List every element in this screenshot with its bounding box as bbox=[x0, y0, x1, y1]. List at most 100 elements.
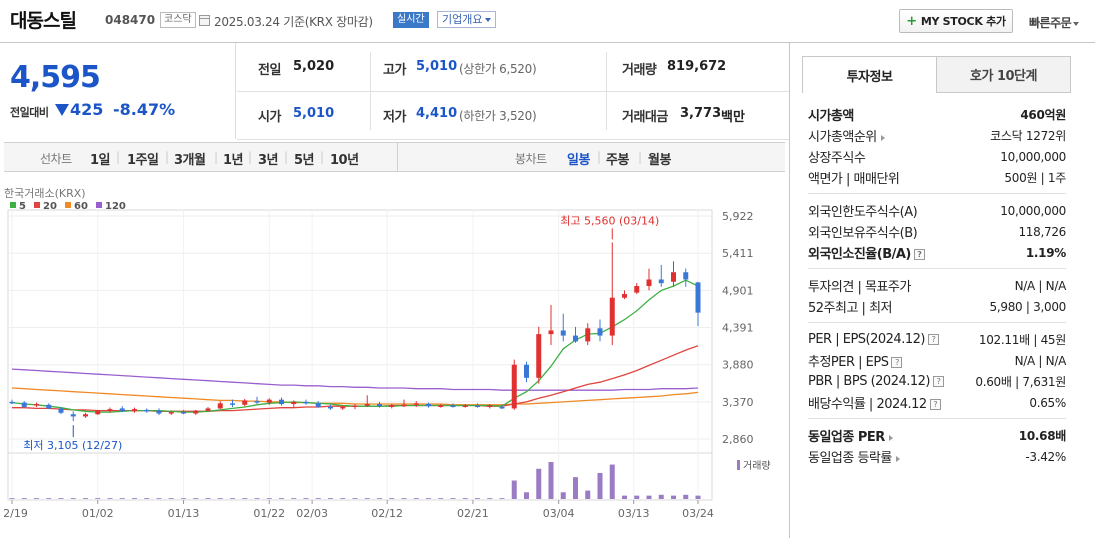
info-row[interactable]: PER | EPS(2024.12)? 102.11배 | 45원 bbox=[808, 329, 1066, 350]
candle-body bbox=[58, 408, 64, 413]
x-tick-label: 01/02 bbox=[82, 507, 114, 520]
help-icon[interactable]: ? bbox=[891, 357, 903, 368]
help-icon[interactable]: ? bbox=[932, 376, 944, 387]
period-10y[interactable]: 10년 bbox=[330, 153, 359, 168]
period-3y[interactable]: 3년 bbox=[258, 153, 279, 168]
info-row[interactable]: 동일업종 등락률 -3.42% bbox=[808, 446, 1066, 467]
chart-source: 한국거래소(KRX) bbox=[4, 187, 86, 200]
tab-invest-info[interactable]: 투자정보 bbox=[802, 56, 937, 93]
realtime-badge[interactable]: 실시간 bbox=[393, 12, 429, 28]
help-icon[interactable]: ? bbox=[913, 249, 925, 260]
info-value: 10,000,000 bbox=[1000, 203, 1066, 218]
info-value: 10,000,000 bbox=[1000, 149, 1066, 164]
period-1w[interactable]: 1주일 bbox=[127, 153, 159, 168]
volume-bar bbox=[168, 498, 174, 499]
period-1y[interactable]: 1년 bbox=[223, 153, 244, 168]
y-axis: 5,922 5,411 4,901 4,391 3,880 3,370 2,860 bbox=[722, 210, 754, 446]
info-row[interactable]: 추정PER | EPS? N/A | N/A bbox=[808, 350, 1066, 371]
company-overview-dropdown[interactable]: 기업개요 bbox=[437, 11, 497, 28]
info-row: 52주최고 | 최저 5,980 | 3,000 bbox=[808, 296, 1066, 317]
candle-body bbox=[646, 279, 652, 287]
period-1d[interactable]: 1일 bbox=[90, 153, 111, 168]
info-row[interactable]: 배당수익률 | 2024.12? 0.65% bbox=[808, 392, 1066, 413]
help-icon[interactable]: ? bbox=[927, 334, 939, 345]
candle-body bbox=[242, 400, 248, 405]
info-label: PER | EPS(2024.12)? bbox=[808, 332, 939, 347]
quick-order-button[interactable]: 빠른주문 bbox=[1029, 14, 1080, 31]
info-row: 상장주식수 10,000,000 bbox=[808, 146, 1066, 167]
volume-bar bbox=[95, 498, 101, 499]
period-3m[interactable]: 3개월 bbox=[174, 153, 206, 168]
candle-body bbox=[658, 279, 664, 284]
candle-body bbox=[401, 404, 407, 407]
candle-body bbox=[279, 399, 284, 405]
candle-body bbox=[548, 330, 554, 335]
volume-plot-frame bbox=[7, 452, 713, 501]
info-row: 투자의견 | 목표주가 N/A | N/A bbox=[808, 275, 1066, 296]
change-amount: 425 bbox=[70, 100, 104, 119]
candle-body bbox=[511, 364, 517, 409]
help-icon[interactable]: ? bbox=[929, 399, 941, 410]
stock-name: 대동스틸 bbox=[10, 10, 77, 32]
volume-bar bbox=[609, 464, 615, 499]
candle-body bbox=[683, 272, 689, 280]
candle-weekly[interactable]: 주봉 bbox=[606, 153, 629, 168]
candle-body bbox=[462, 405, 468, 407]
volume-bar bbox=[119, 498, 125, 499]
candle-body bbox=[328, 406, 333, 409]
candle-body bbox=[291, 401, 297, 405]
down-arrow-icon bbox=[55, 104, 69, 116]
candle-body bbox=[168, 412, 174, 414]
info-row[interactable]: 외국인소진율(B/A)? 1.19% bbox=[808, 242, 1066, 263]
info-divider bbox=[808, 268, 1066, 269]
volume-bar bbox=[462, 498, 468, 499]
candle-body bbox=[695, 282, 701, 313]
candle-body bbox=[230, 403, 235, 405]
candle-body bbox=[83, 414, 88, 417]
info-row[interactable]: PBR | BPS (2024.12)? 0.60배 | 7,631원 bbox=[808, 371, 1066, 392]
candle-monthly[interactable]: 월봉 bbox=[648, 153, 671, 168]
volume-bar bbox=[21, 498, 27, 499]
x-tick-label: 03/24 bbox=[682, 507, 714, 520]
volume-bar bbox=[83, 498, 88, 499]
candle-daily[interactable]: 일봉 bbox=[567, 153, 590, 168]
candle-body bbox=[389, 405, 395, 407]
open-value: 5,010 bbox=[293, 106, 335, 121]
price-summary bbox=[0, 43, 236, 139]
candle-body bbox=[560, 330, 566, 336]
chevron-right-icon bbox=[888, 434, 893, 441]
candle-body bbox=[266, 399, 272, 403]
x-tick-label: 12/19 bbox=[4, 507, 28, 520]
base-date: 2025.03.24 기준(KRX 장마감) bbox=[214, 15, 373, 29]
change-label: 전일대비 bbox=[10, 106, 49, 119]
info-label: 투자의견 | 목표주가 bbox=[808, 280, 911, 295]
info-row[interactable]: 시가총액순위 코스닥 1272위 bbox=[808, 125, 1066, 146]
lower-limit: (하한가 3,520) bbox=[459, 109, 537, 123]
info-row[interactable]: 동일업종 PER 10.68배 bbox=[808, 425, 1066, 446]
period-bar bbox=[4, 142, 785, 172]
chevron-down-icon bbox=[485, 18, 492, 22]
high-value: 5,010 bbox=[416, 59, 458, 74]
add-mystock-button[interactable]: + MY STOCK 추가 bbox=[899, 9, 1013, 33]
period-5y[interactable]: 5년 bbox=[294, 153, 315, 168]
info-value: 5,980 | 3,000 bbox=[989, 299, 1067, 314]
info-row: 시가총액 460억원 bbox=[808, 104, 1066, 125]
tab-orderbook-10[interactable]: 호가 10단계 bbox=[936, 56, 1071, 93]
volume-bar bbox=[450, 498, 456, 499]
candle-body bbox=[499, 406, 505, 409]
volume-bar bbox=[646, 495, 652, 499]
info-label: 추정PER | EPS? bbox=[808, 351, 903, 370]
volume-bar bbox=[585, 490, 591, 499]
candle-body bbox=[303, 401, 309, 404]
y-tick-label: 5,411 bbox=[722, 247, 754, 260]
chevron-right-icon bbox=[895, 455, 900, 462]
add-mystock-label: MY STOCK 추가 bbox=[920, 15, 1006, 28]
candle-chart[interactable]: 한국거래소(KRX) 5 20 60 120 5,922 5,411 4,901 4,391… bbox=[4, 183, 784, 533]
legend-label-60: 60 bbox=[74, 201, 88, 212]
candle-chart-label: 봉차트 bbox=[515, 152, 547, 166]
volume-bar bbox=[144, 498, 150, 499]
header-divider bbox=[0, 42, 1095, 43]
info-value: 500원 | 1주 bbox=[1004, 171, 1066, 185]
volume-bar bbox=[9, 498, 15, 499]
candle-body bbox=[205, 408, 211, 411]
